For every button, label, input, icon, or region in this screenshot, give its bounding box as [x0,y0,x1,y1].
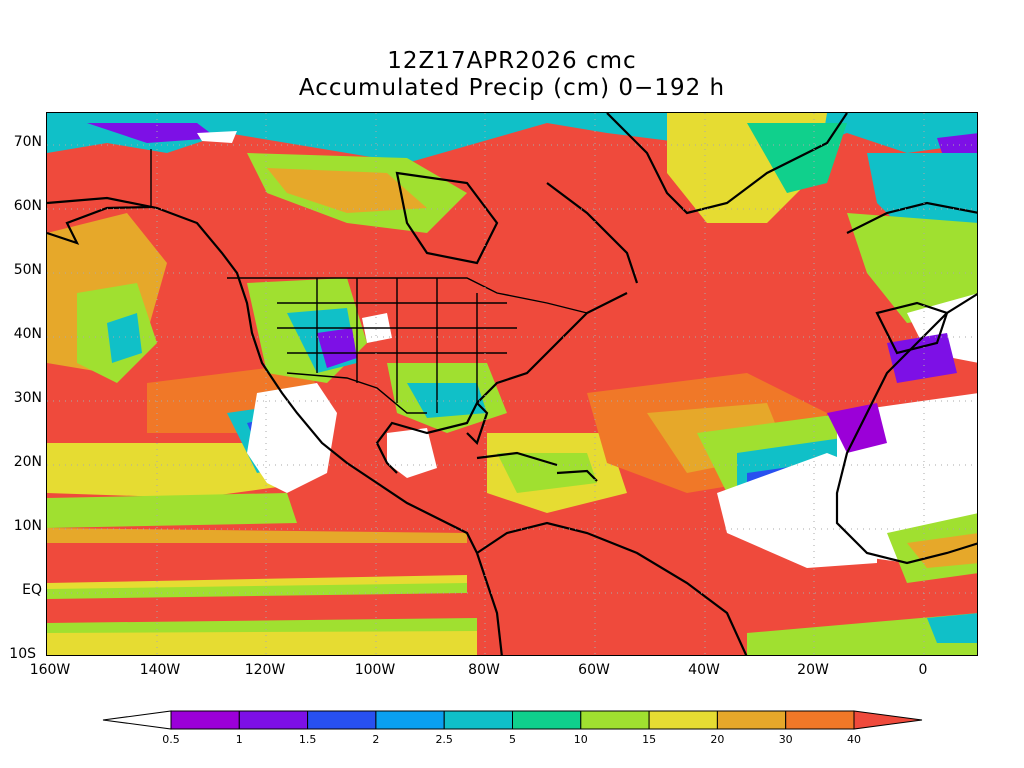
south-atlantic-green [747,613,977,655]
us-west-purple [317,328,357,368]
pacific-green-2 [47,493,297,528]
lat-label-70n: 70N [13,134,42,150]
colorbar-box [785,710,855,730]
alaska-coast [47,205,152,245]
canada-yellow [267,168,427,213]
greenland-coast [606,113,848,215]
florida [466,402,489,446]
colorbar-box [580,710,650,730]
colorbar-box [238,710,309,730]
europe-purple [887,333,957,383]
precip-map [46,112,978,656]
gulf-teal [407,383,487,418]
arctic-white [197,131,237,143]
south-america-coast [476,521,748,655]
south-america-west [475,552,503,655]
mexico-dry-area [387,428,437,478]
africa-purple [827,403,887,453]
colorbar-label: 1 [235,733,243,746]
lon-label-0: 0 [918,662,928,678]
arctic-purple [87,123,217,143]
lat-label-40n: 40N [13,326,42,342]
us-mexico-border [286,372,427,414]
lat-label-10n: 10N [13,518,42,534]
colorbar-boxes [102,710,923,730]
map-title: 12Z17APR2026 cmc [387,48,637,74]
lon-label-80w: 80W [468,662,500,678]
lon-label-160w: 160W [29,662,71,678]
colorbar-low-arrow [102,710,172,730]
hispaniola [556,469,598,482]
coastlines [47,113,977,655]
lon-label-120w: 120W [244,662,286,678]
colorbar-label: 1.5 [298,733,317,746]
colorbar-box [443,710,514,730]
lon-label-100w: 100W [354,662,396,678]
precip-field [47,113,977,655]
colorbar-box [512,710,582,730]
lon-label-40w: 40W [688,662,720,678]
colorbar-high-arrow [853,710,923,730]
europe-coast [846,201,977,234]
colorbar-box [170,710,240,730]
north-america-coast [47,196,478,554]
lat-label-60n: 60N [13,198,42,214]
pacific-yellow-2 [47,443,307,498]
lon-label-60w: 60W [578,662,610,678]
itcz-green-strip [47,528,467,543]
map-subtitle: Accumulated Precip (cm) 0−192 h [298,75,726,101]
europe-green [847,213,977,323]
cuba [476,451,558,467]
colorbar-label: 2 [372,733,380,746]
colorbar-label: 40 [847,733,861,746]
political-borders [150,149,588,414]
africa-coast [835,292,977,565]
colorbar-box [716,710,787,730]
lon-label-140w: 140W [139,662,181,678]
us-canada-border [227,277,588,314]
caribbean-green [497,453,597,493]
colorbar-label: 20 [710,733,725,746]
east-coast [375,292,628,474]
colorbar-label: 0.5 [162,733,180,746]
colorbar-label: 5 [509,733,516,746]
lat-label-10s: 10S [9,646,36,662]
colorbar-box [648,710,718,730]
colorbar-label: 15 [642,733,657,746]
lat-label-20n: 20N [13,454,42,470]
south-atlantic-teal [927,613,977,643]
lon-label-20w: 20W [797,662,829,678]
hudson-bay-coast [395,171,499,265]
eq-green-strip [47,583,467,599]
us-state-grid-2 [316,278,478,413]
south-yellow [47,631,477,655]
pacific-teal-1 [107,313,142,363]
colorbar-label: 30 [778,733,793,746]
colorbar-label: 2.5 [435,733,453,746]
lat-label-50n: 50N [13,262,42,278]
colorbar-box [375,710,445,730]
lat-label-30n: 30N [13,390,42,406]
colorbar-box [307,710,377,730]
colorbar-label: 10 [573,733,588,746]
iberia-coast [875,301,949,355]
labrador-coast [546,182,639,284]
lat-label-eq: EQ [22,582,42,598]
